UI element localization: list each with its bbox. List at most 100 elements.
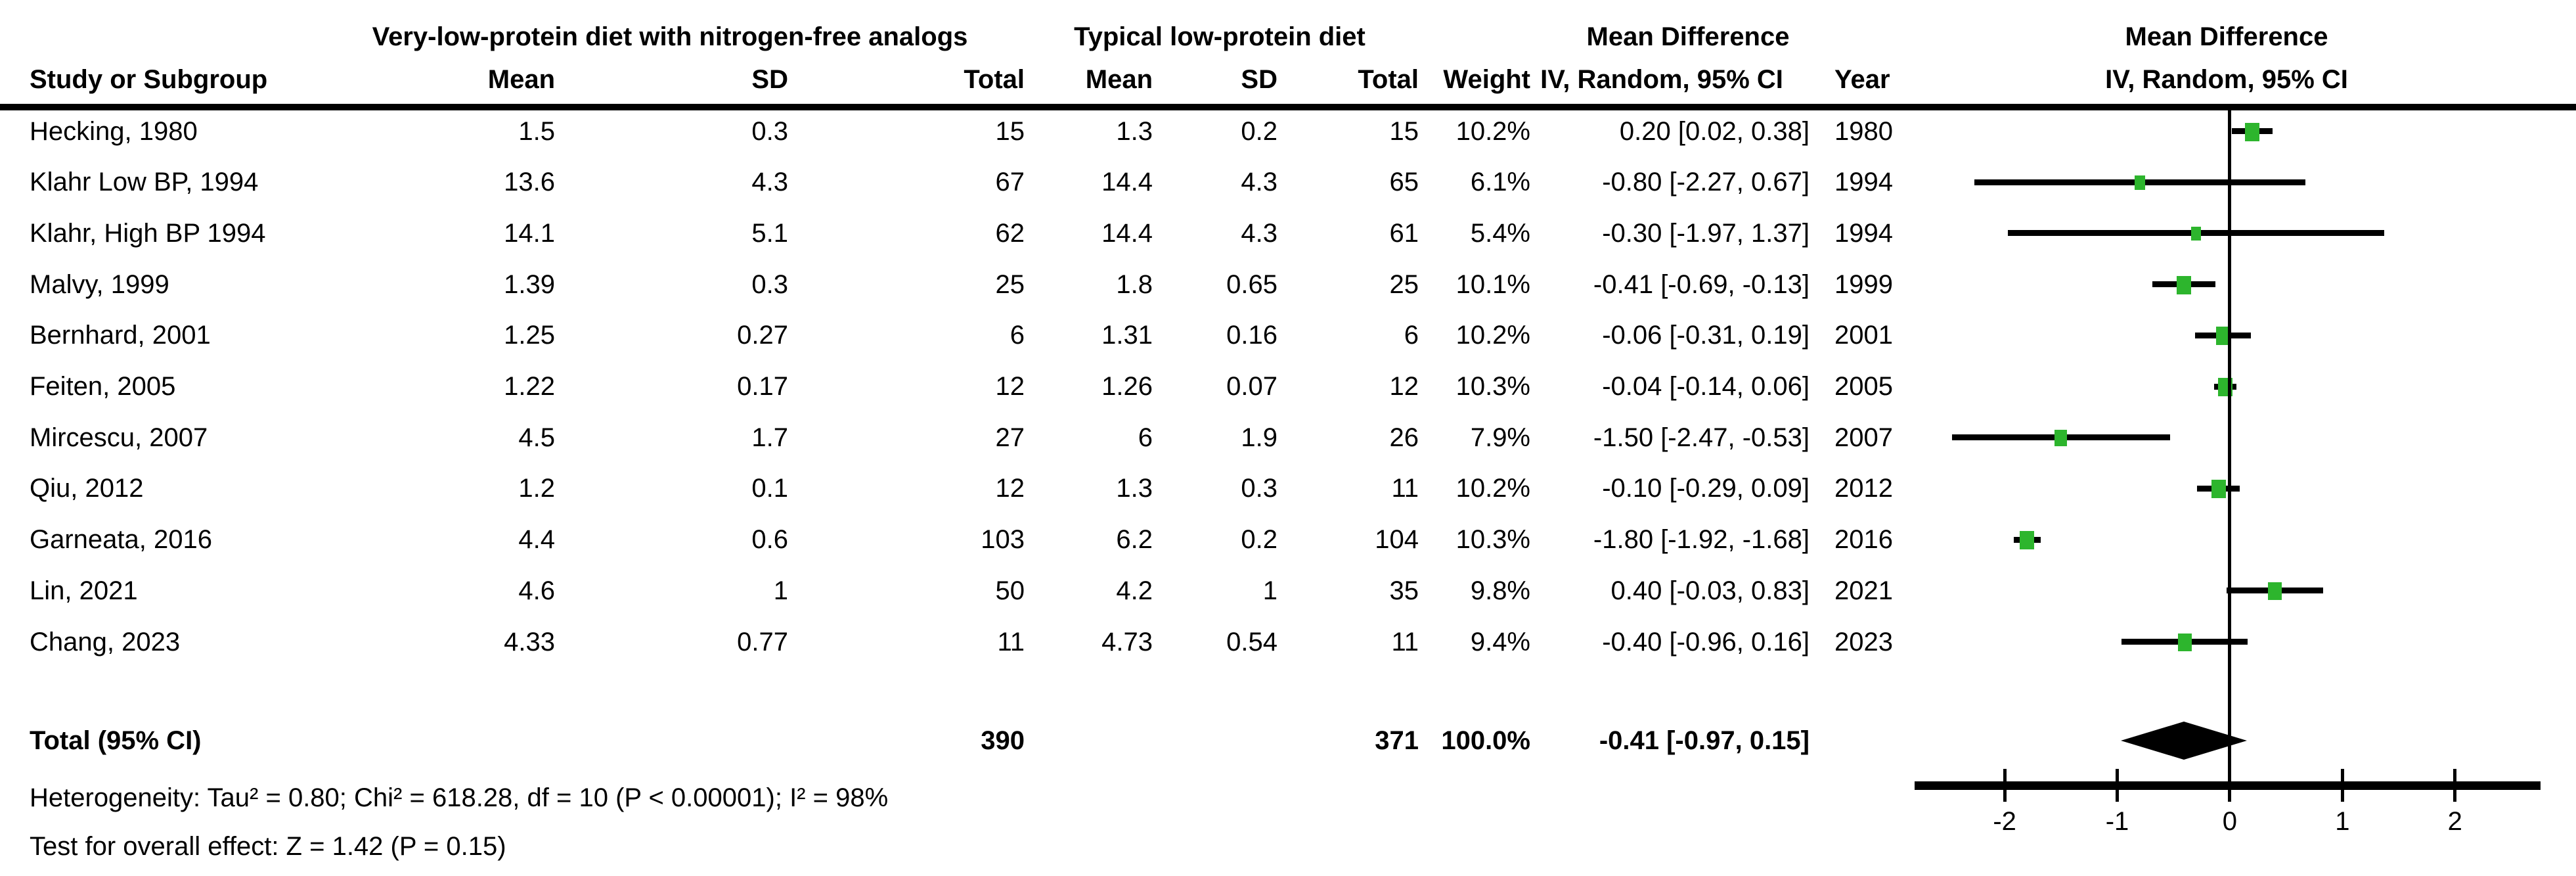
study-name: Malvy, 1999: [30, 270, 169, 299]
sd1-cell: 0.17: [737, 372, 788, 401]
year-cell: 1999: [1834, 270, 1893, 299]
weight-cell: 6.1%: [1470, 168, 1530, 196]
mean1-cell: 14.1: [504, 219, 555, 248]
study-name: Klahr, High BP 1994: [30, 219, 266, 248]
sd1-cell: 0.27: [737, 321, 788, 350]
md-ci-cell: -1.50 [-2.47, -0.53]: [1593, 423, 1810, 452]
sd1-cell: 0.3: [751, 270, 788, 299]
sd1-cell: 5.1: [751, 219, 788, 248]
point-estimate-marker: [2020, 531, 2035, 550]
study-name: Feiten, 2005: [30, 372, 176, 401]
md-column-title: Mean Difference: [1586, 22, 1790, 51]
heterogeneity-text: Heterogeneity: Tau² = 0.80; Chi² = 618.2…: [30, 783, 889, 812]
weight-cell: 7.9%: [1470, 423, 1530, 452]
axis-tick-label: 0: [2222, 807, 2238, 836]
year-cell: 2007: [1834, 423, 1893, 452]
col-sd2: SD: [1241, 65, 1277, 94]
total1-cell: 11: [997, 628, 1025, 657]
total2-cell: 11: [1391, 474, 1419, 503]
total2-cell: 6: [1404, 321, 1419, 350]
sd2-cell: 0.3: [1241, 474, 1277, 503]
md-ci-cell: -0.30 [-1.97, 1.37]: [1602, 219, 1810, 248]
axis-tick: [2228, 769, 2232, 802]
mean2-cell: 6: [1138, 423, 1153, 452]
col-total2: Total: [1358, 65, 1419, 94]
total1-cell: 67: [995, 168, 1025, 196]
mean2-cell: 1.3: [1116, 117, 1153, 146]
col-weight: Weight: [1443, 65, 1530, 94]
mean1-cell: 1.22: [504, 372, 555, 401]
year-cell: 1994: [1834, 168, 1893, 196]
total-label: Total (95% CI): [30, 726, 202, 755]
year-cell: 2005: [1834, 372, 1893, 401]
study-name: Hecking, 1980: [30, 117, 198, 146]
point-estimate-marker: [2211, 480, 2226, 499]
sd2-cell: 0.16: [1226, 321, 1277, 350]
sd2-cell: 0.2: [1241, 117, 1277, 146]
study-name: Chang, 2023: [30, 628, 181, 657]
sd2-cell: 1.9: [1241, 423, 1277, 452]
weight-cell: 10.1%: [1455, 270, 1530, 299]
weight-cell: 10.2%: [1455, 117, 1530, 146]
sd1-cell: 0.3: [751, 117, 788, 146]
weight-cell: 10.3%: [1455, 525, 1530, 554]
study-name: Garneata, 2016: [30, 525, 212, 554]
total2-cell: 61: [1389, 219, 1419, 248]
point-estimate-marker: [2134, 175, 2145, 191]
col-year: Year: [1834, 65, 1890, 94]
sd2-cell: 0.07: [1226, 372, 1277, 401]
sd1-cell: 0.77: [737, 628, 788, 657]
group2-header: Typical low-protein diet: [1074, 22, 1366, 51]
point-estimate-marker: [2176, 275, 2191, 294]
mean1-cell: 4.33: [504, 628, 555, 657]
axis-tick: [2116, 769, 2120, 802]
year-cell: 1994: [1834, 219, 1893, 248]
total-weight: 100.0%: [1441, 726, 1530, 755]
axis-tick-label: 2: [2447, 807, 2462, 836]
year-cell: 2001: [1834, 321, 1893, 350]
total1-cell: 12: [995, 474, 1025, 503]
total2-cell: 26: [1389, 423, 1419, 452]
mean1-cell: 4.6: [518, 576, 555, 605]
year-cell: 2021: [1834, 576, 1893, 605]
year-cell: 2012: [1834, 474, 1893, 503]
col-sd1: SD: [751, 65, 788, 94]
mean1-cell: 4.5: [518, 423, 555, 452]
point-estimate-marker: [2215, 327, 2231, 346]
study-name: Bernhard, 2001: [30, 321, 211, 350]
total2-cell: 35: [1389, 576, 1419, 605]
sd2-cell: 4.3: [1241, 219, 1277, 248]
group1-header: Very-low-protein diet with nitrogen-free…: [372, 22, 968, 51]
axis-tick: [2003, 769, 2007, 802]
col-md-ci: IV, Random, 95% CI: [1540, 65, 1783, 94]
sd1-cell: 1.7: [751, 423, 788, 452]
weight-cell: 9.4%: [1470, 628, 1530, 657]
weight-cell: 10.3%: [1455, 372, 1530, 401]
study-name: Lin, 2021: [30, 576, 138, 605]
total1-cell: 103: [981, 525, 1025, 554]
mean1-cell: 1.2: [518, 474, 555, 503]
md-ci-cell: -0.41 [-0.69, -0.13]: [1593, 270, 1810, 299]
mean1-cell: 1.5: [518, 117, 555, 146]
weight-cell: 10.2%: [1455, 321, 1530, 350]
weight-cell: 5.4%: [1470, 219, 1530, 248]
point-estimate-marker: [2177, 634, 2192, 651]
mean2-cell: 1.3: [1116, 474, 1153, 503]
sd1-cell: 0.1: [751, 474, 788, 503]
mean1-cell: 1.25: [504, 321, 555, 350]
year-cell: 1980: [1834, 117, 1893, 146]
axis-tick-label: -2: [1993, 807, 2016, 836]
mean2-cell: 4.2: [1116, 576, 1153, 605]
total1-cell: 50: [995, 576, 1025, 605]
axis-tick: [2453, 769, 2457, 802]
total2-cell: 25: [1389, 270, 1419, 299]
md-ci-cell: -0.80 [-2.27, 0.67]: [1602, 168, 1810, 196]
col-mean2: Mean: [1085, 65, 1153, 94]
total1-cell: 27: [995, 423, 1025, 452]
total-diamond: [2120, 722, 2247, 760]
study-name: Qiu, 2012: [30, 474, 144, 503]
mean2-cell: 1.8: [1116, 270, 1153, 299]
sd1-cell: 1: [773, 576, 788, 605]
mean2-cell: 6.2: [1116, 525, 1153, 554]
